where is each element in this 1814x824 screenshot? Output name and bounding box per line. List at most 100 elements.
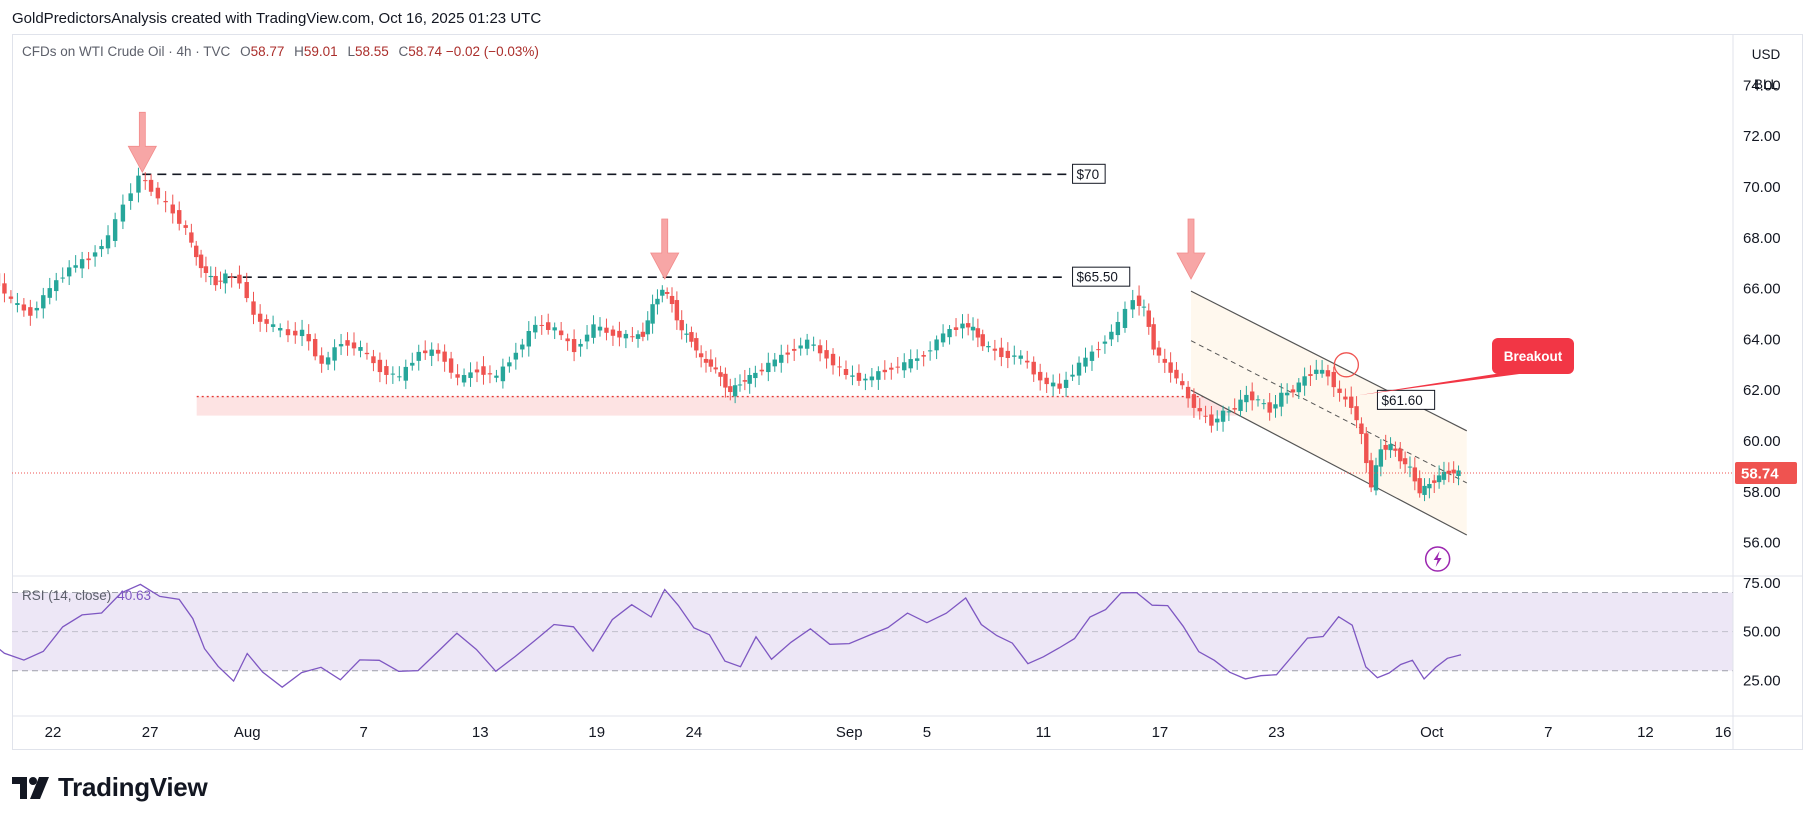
candle-body [674,300,680,321]
breakout-bubble [1492,338,1574,374]
candle-body [1203,415,1208,417]
candle-body [610,329,616,336]
symbol-info: CFDs on WTI Crude Oil · 4h · TVC [22,44,231,59]
candle-body [650,304,655,324]
candle-body [1407,466,1413,468]
candle-body [1226,411,1232,413]
price-tick-label: 70.00 [1743,179,1781,196]
candle-body [148,179,154,192]
candle-body [278,328,283,331]
candle-body [390,373,396,375]
candle-body [785,352,790,355]
candle-body [120,204,126,222]
candle-body [163,200,168,203]
candle-body [689,332,694,342]
level-label: $70 [1077,167,1100,182]
candle-body [86,258,91,261]
price-tick-label: 64.00 [1743,331,1781,348]
candle-body [1337,388,1342,393]
candle-body [1141,306,1147,308]
candle-body [975,328,981,338]
candle-body [332,347,337,361]
candle-body [980,334,985,347]
candle-body [597,326,603,331]
candle-body [270,324,276,327]
candle-body [1402,458,1408,465]
candle-body [1261,403,1267,405]
candle-body [41,295,46,309]
candle-body [824,350,829,359]
candle-body [1398,448,1403,462]
candle-body [1037,371,1043,381]
candle-body [170,204,175,214]
level-label: $65.50 [1077,270,1118,285]
candle-body [558,330,564,336]
breakout-circle [1333,352,1360,378]
low-value: 58.55 [354,44,389,59]
tradingview-brand[interactable]: TradingView [12,772,208,803]
candle-body [208,275,213,278]
candle-body [921,355,926,357]
candle-body [539,324,544,326]
candle-body [461,375,467,383]
time-tick-label: 7 [1544,724,1552,741]
lightning-icon [1433,551,1442,567]
high-label: H [294,44,304,59]
candle-body [552,327,557,331]
candle-body [804,339,810,349]
level-label: $61.60 [1381,393,1422,408]
candle-body [1422,485,1427,495]
candle-body [850,375,855,377]
candle-body [1279,392,1284,407]
candle-body [1284,392,1290,396]
change-value: −0.02 (−0.03%) [445,44,539,59]
time-tick-label: 7 [360,724,368,741]
candle-body [474,369,480,373]
time-tick-label: 13 [472,724,489,741]
currency-unit-selector[interactable]: USD BLL [1741,40,1791,100]
candle-body [377,359,383,373]
candle-body [732,385,738,397]
candle-body [604,327,609,333]
candle-body [1331,371,1336,388]
rsi-line [0,583,1462,689]
candle-body [772,359,777,367]
peak-arrow-icon [650,218,680,280]
time-tick-label: 23 [1268,724,1285,741]
candle-body [876,371,881,380]
candle-body [189,232,194,243]
candle-body [655,298,660,305]
currency-label[interactable]: USD [1751,47,1781,62]
breakout-pointer [1358,372,1534,396]
candle-body [1115,321,1121,336]
candle-body [1197,408,1202,412]
candle-body [1005,350,1011,358]
candle-body [992,348,998,351]
candle-body [1089,351,1095,361]
candle-body [728,386,733,393]
candle-body [1044,377,1049,385]
candle-body [429,349,434,356]
candle-body [798,345,803,349]
candle-body [1249,391,1255,401]
candle-body [481,366,486,375]
candle-body [155,187,161,199]
candle-body [198,254,204,269]
candle-body [1349,396,1354,408]
candle-body [830,353,836,366]
candle-body [591,324,596,338]
unit-label[interactable]: BLL [1753,77,1779,92]
candle-body [902,362,907,371]
candle-body [584,334,590,342]
rsi-legend: RSI (14, close) 40.63 [22,588,151,603]
rsi-tick-label: 75.00 [1743,575,1781,592]
candle-body [1244,394,1249,403]
candle-body [1364,433,1369,464]
candle-body [306,334,311,342]
candle-body [384,366,389,375]
candle-body [442,351,447,362]
candle-body [468,372,473,378]
candle-body [817,345,823,354]
candle-body [54,280,59,292]
